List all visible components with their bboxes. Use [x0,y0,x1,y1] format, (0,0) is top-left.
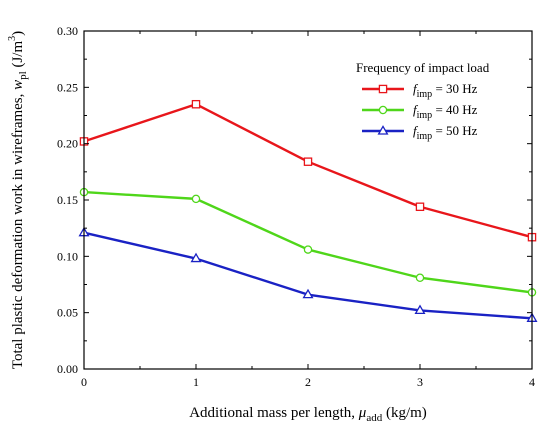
y-tick-label-0.20: 0.20 [57,137,78,151]
legend-label-rest: = 50 Hz [432,123,477,138]
series-1 [79,99,537,242]
legend-label-symbol: f [413,81,419,96]
series-layer [78,99,538,322]
series-2-point-3 [415,273,425,282]
series-3-point-1 [190,252,202,263]
y-tick-label-0.00: 0.00 [57,362,78,376]
legend-item-3: fimp = 50 Hz [362,123,478,142]
y-tick-label-0.10: 0.10 [57,249,78,263]
series-3-point-2 [302,288,314,299]
legend-label-3: fimp = 50 Hz [413,123,478,142]
series-line-2 [83,190,533,294]
x-tick-label-2: 2 [305,375,311,389]
series-3-point-3 [414,304,426,315]
y-axis-title-main: Total plastic deformation work in wirefr… [10,90,26,369]
y-tick-label-0.05: 0.05 [57,306,78,320]
y-axis-title-symbol: w [10,80,26,90]
x-tick-label-0: 0 [81,375,87,389]
y-axis-title-unit-close: ) [10,31,26,36]
legend-item-2: fimp = 40 Hz [362,102,478,121]
x-axis-title-sub: add [366,412,382,424]
series-1-point-3 [415,202,425,212]
legend-label-1: fimp = 30 Hz [413,81,478,100]
x-axis-title: Additional mass per length, μadd (kg/m) [189,405,427,424]
legend-marker-3 [377,125,389,135]
series-1-point-1 [191,99,201,109]
x-tick-label-1: 1 [193,375,199,389]
series-2-point-1 [191,194,201,204]
series-2 [79,187,537,297]
legend-label-symbol: f [413,123,419,138]
legend: Frequency of impact load fimp = 30 Hzfim… [356,60,490,142]
tick-layer: 0 1 2 3 4 0.00 0.05 0.10 0.15 0.20 0.25 0.30 [57,24,535,389]
y-tick-label-0.30: 0.30 [57,24,78,38]
legend-label-symbol: f [413,102,419,117]
series-3 [78,226,538,322]
y-tick-label-0.15: 0.15 [57,193,78,207]
y-axis-title-unit-open: (J/m [10,41,26,72]
y-tick-label-0.25: 0.25 [57,80,78,94]
series-2-point-2 [303,245,313,254]
legend-label-rest: = 40 Hz [432,102,477,117]
y-axis-title-unit-sup: 3 [7,36,18,41]
legend-label-sub: imp [417,110,433,121]
legend-marker-1 [378,84,388,94]
legend-marker-2 [378,105,388,115]
legend-label-sub: imp [417,131,433,142]
x-axis-title-main: Additional mass per length, [189,405,359,421]
legend-label-rest: = 30 Hz [432,81,477,96]
x-axis-title-unit: (kg/m) [382,405,427,421]
y-axis-title: Total plastic deformation work in wirefr… [7,31,29,369]
legend-label-2: fimp = 40 Hz [413,102,478,121]
legend-title: Frequency of impact load [356,60,490,75]
y-axis-title-sub: pl [17,71,29,80]
x-tick-label-3: 3 [417,375,423,389]
series-1-point-2 [303,157,313,166]
legend-label-sub: imp [417,89,433,100]
x-tick-label-4: 4 [529,375,535,389]
x-axis-title-symbol: μ [358,405,367,421]
legend-item-1: fimp = 30 Hz [362,81,478,100]
